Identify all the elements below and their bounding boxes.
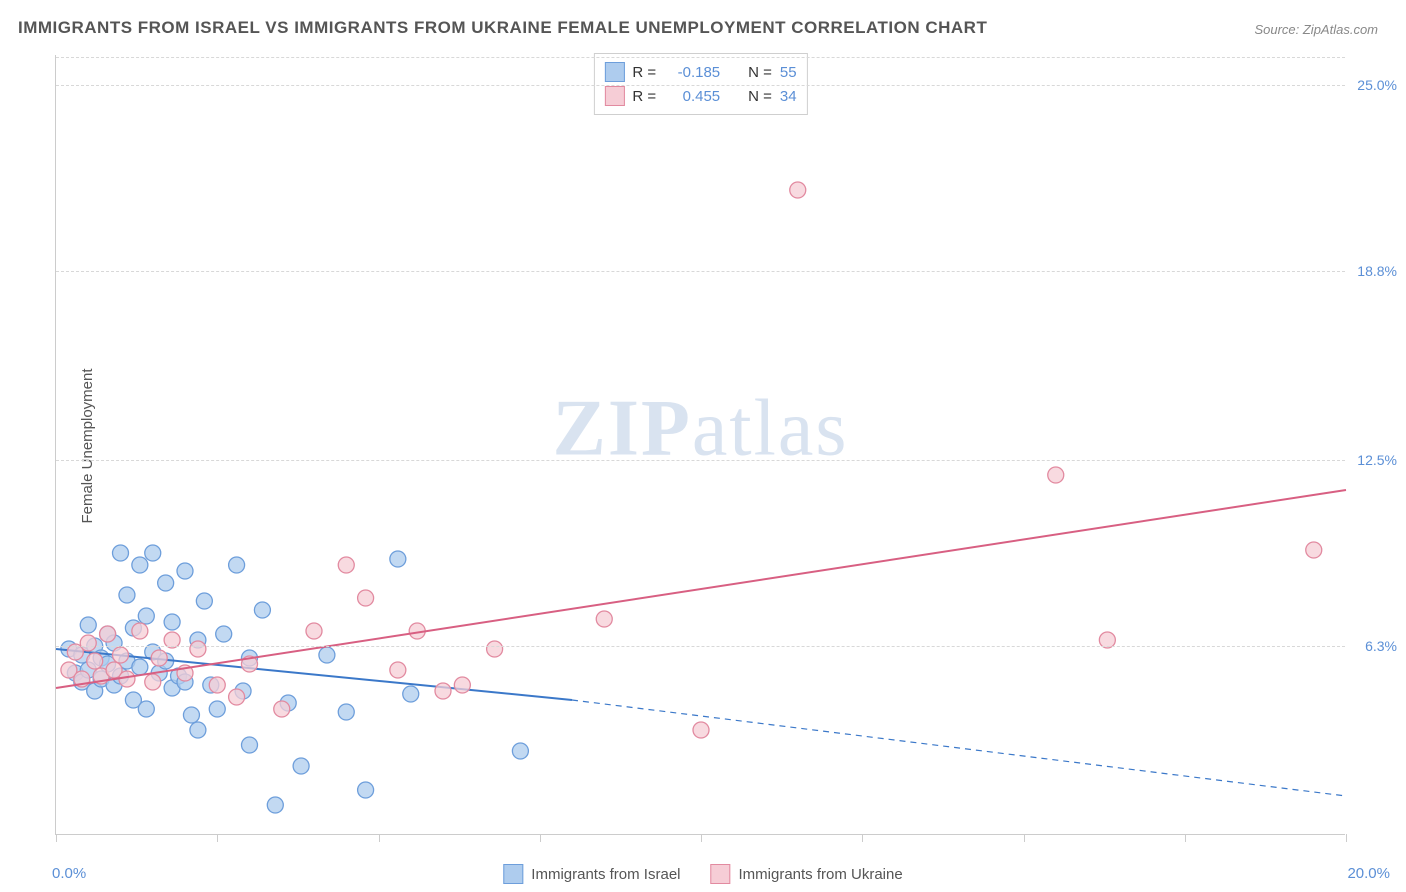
data-point: [267, 797, 283, 813]
x-tick: [56, 834, 57, 842]
gridline: [56, 57, 1345, 58]
legend-r-label: R =: [632, 64, 656, 81]
trend-line: [56, 490, 1346, 688]
x-axis-min-label: 0.0%: [52, 865, 86, 882]
y-tick-label: 12.5%: [1357, 452, 1397, 468]
data-point: [293, 758, 309, 774]
data-point: [390, 551, 406, 567]
gridline: [56, 271, 1345, 272]
data-point: [119, 587, 135, 603]
legend-n-value: 34: [780, 88, 797, 105]
trend-line-extrapolated: [572, 700, 1346, 796]
data-point: [87, 653, 103, 669]
gridline: [56, 85, 1345, 86]
legend-swatch: [503, 864, 523, 884]
chart-title: IMMIGRANTS FROM ISRAEL VS IMMIGRANTS FRO…: [18, 18, 987, 38]
data-point: [216, 626, 232, 642]
data-point: [512, 743, 528, 759]
data-point: [209, 677, 225, 693]
legend-row: R = -0.185 N = 55: [604, 60, 796, 84]
data-point: [338, 557, 354, 573]
data-point: [454, 677, 470, 693]
data-point: [190, 722, 206, 738]
data-point: [138, 701, 154, 717]
legend-swatch: [711, 864, 731, 884]
legend-row: R = 0.455 N = 34: [604, 84, 796, 108]
legend-n-value: 55: [780, 64, 797, 81]
data-point: [113, 545, 129, 561]
legend-n-label: N =: [748, 64, 772, 81]
data-point: [209, 701, 225, 717]
data-point: [132, 557, 148, 573]
data-point: [487, 641, 503, 657]
data-point: [196, 593, 212, 609]
data-point: [138, 608, 154, 624]
data-point: [132, 659, 148, 675]
correlation-legend: R = -0.185 N = 55 R = 0.455 N = 34: [593, 53, 807, 115]
legend-r-value: 0.455: [664, 88, 720, 105]
data-point: [80, 635, 96, 651]
plot-area: ZIPatlas R =-0.185N =55R =0.455N =34 6.3…: [55, 55, 1345, 835]
data-point: [1048, 467, 1064, 483]
data-point: [693, 722, 709, 738]
y-tick-label: 18.8%: [1357, 263, 1397, 279]
y-tick-label: 6.3%: [1365, 638, 1397, 654]
data-point: [403, 686, 419, 702]
data-point: [145, 545, 161, 561]
series-legend: Immigrants from Israel Immigrants from Uk…: [503, 864, 902, 884]
data-point: [80, 617, 96, 633]
legend-n-label: N =: [748, 88, 772, 105]
series-name: Immigrants from Israel: [531, 866, 680, 883]
x-axis-max-label: 20.0%: [1347, 865, 1390, 882]
x-tick: [1346, 834, 1347, 842]
legend-swatch: [604, 86, 624, 106]
data-point: [177, 563, 193, 579]
data-point: [229, 689, 245, 705]
data-point: [596, 611, 612, 627]
data-point: [242, 737, 258, 753]
data-point: [145, 674, 161, 690]
x-tick: [540, 834, 541, 842]
data-point: [190, 641, 206, 657]
data-point: [790, 182, 806, 198]
x-tick: [862, 834, 863, 842]
legend-swatch: [604, 62, 624, 82]
legend-r-label: R =: [632, 88, 656, 105]
data-point: [164, 614, 180, 630]
data-point: [1306, 542, 1322, 558]
data-point: [358, 590, 374, 606]
scatter-svg: [56, 55, 1345, 834]
y-tick-label: 25.0%: [1357, 77, 1397, 93]
data-point: [306, 623, 322, 639]
data-point: [435, 683, 451, 699]
data-point: [274, 701, 290, 717]
data-point: [319, 647, 335, 663]
data-point: [338, 704, 354, 720]
x-tick: [379, 834, 380, 842]
gridline: [56, 646, 1345, 647]
x-tick: [217, 834, 218, 842]
data-point: [183, 707, 199, 723]
data-point: [254, 602, 270, 618]
gridline: [56, 460, 1345, 461]
x-tick: [701, 834, 702, 842]
data-point: [113, 647, 129, 663]
series-legend-item: Immigrants from Israel: [503, 864, 680, 884]
data-point: [132, 623, 148, 639]
series-name: Immigrants from Ukraine: [739, 866, 903, 883]
data-point: [119, 671, 135, 687]
data-point: [229, 557, 245, 573]
source-attribution: Source: ZipAtlas.com: [1254, 22, 1378, 37]
data-point: [158, 575, 174, 591]
data-point: [358, 782, 374, 798]
data-point: [390, 662, 406, 678]
data-point: [151, 650, 167, 666]
data-point: [100, 626, 116, 642]
legend-r-value: -0.185: [664, 64, 720, 81]
series-legend-item: Immigrants from Ukraine: [711, 864, 903, 884]
x-tick: [1024, 834, 1025, 842]
x-tick: [1185, 834, 1186, 842]
